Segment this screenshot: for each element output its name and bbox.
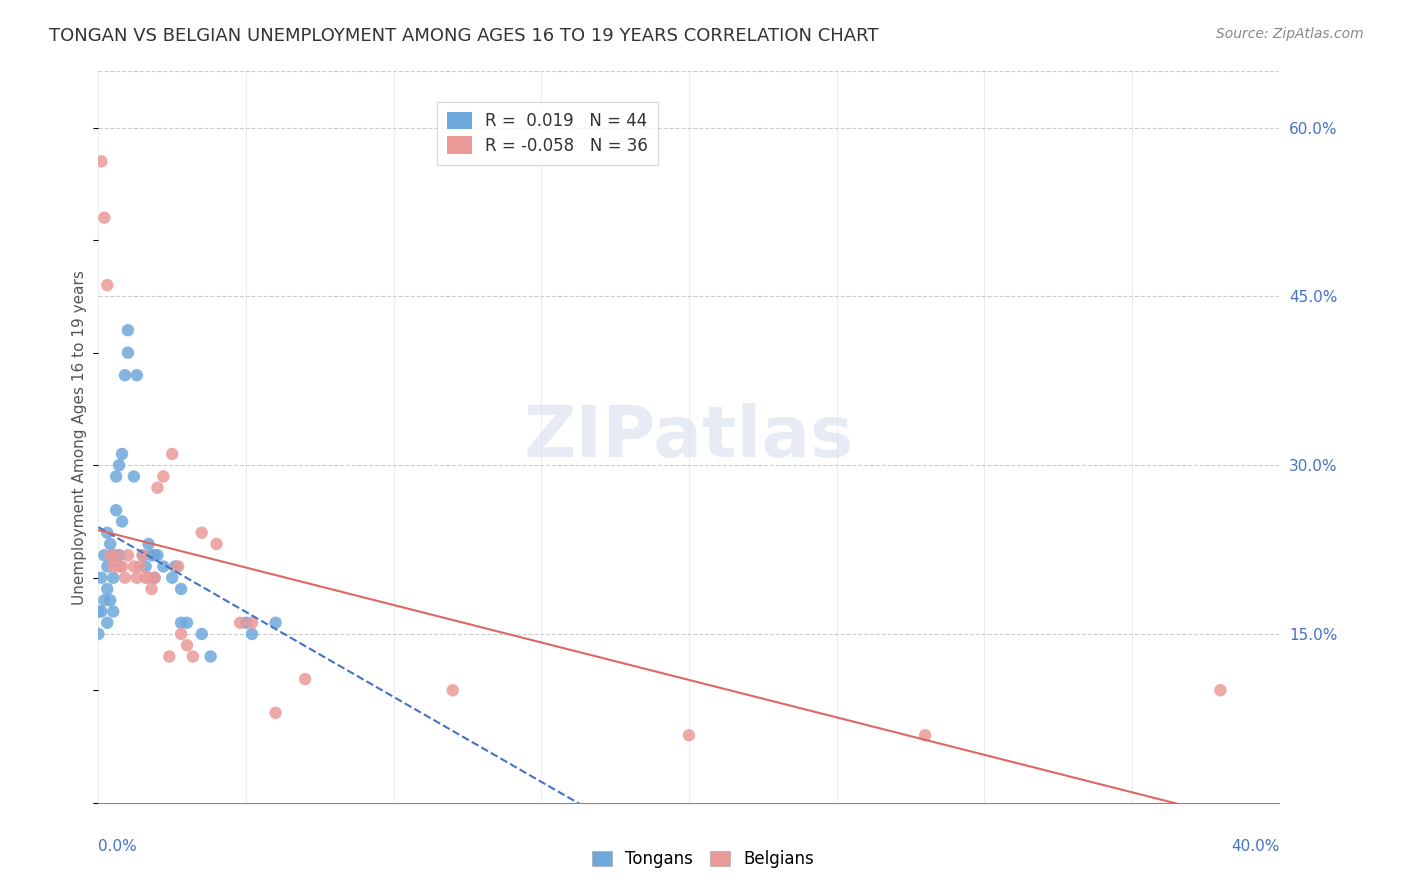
Point <box>108 548 131 562</box>
Text: 0.0%: 0.0% <box>98 839 138 855</box>
Point <box>235 615 257 630</box>
Point <box>122 469 145 483</box>
Text: 40.0%: 40.0% <box>1232 839 1279 855</box>
Point <box>125 368 148 383</box>
Point <box>240 615 263 630</box>
Point <box>93 548 115 562</box>
Point <box>165 559 187 574</box>
Point <box>96 559 118 574</box>
Point <box>264 615 287 630</box>
Point <box>111 515 134 529</box>
Point <box>1209 683 1232 698</box>
Point <box>170 582 193 596</box>
Y-axis label: Unemployment Among Ages 16 to 19 years: Unemployment Among Ages 16 to 19 years <box>72 269 87 605</box>
Point <box>114 368 136 383</box>
Point <box>87 605 110 619</box>
Point <box>200 649 222 664</box>
Point <box>162 447 183 461</box>
Point <box>181 649 204 664</box>
Point <box>205 537 228 551</box>
Point <box>167 559 190 574</box>
Point <box>90 154 112 169</box>
Point <box>105 503 128 517</box>
Point <box>157 649 180 664</box>
Point <box>128 559 150 574</box>
Point <box>96 278 118 293</box>
Point <box>141 548 163 562</box>
Point <box>141 582 163 596</box>
Point <box>135 571 157 585</box>
Point <box>294 672 316 686</box>
Point <box>143 548 166 562</box>
Point <box>678 728 700 742</box>
Point <box>143 571 166 585</box>
Point <box>105 548 128 562</box>
Point <box>914 728 936 742</box>
Point <box>98 593 121 607</box>
Point <box>441 683 464 698</box>
Point <box>170 615 193 630</box>
Text: TONGAN VS BELGIAN UNEMPLOYMENT AMONG AGES 16 TO 19 YEARS CORRELATION CHART: TONGAN VS BELGIAN UNEMPLOYMENT AMONG AGE… <box>49 27 879 45</box>
Point <box>103 571 125 585</box>
Point <box>96 582 118 596</box>
Point <box>152 559 174 574</box>
Point <box>146 548 169 562</box>
Point <box>108 458 131 473</box>
Point <box>114 571 136 585</box>
Point <box>117 548 139 562</box>
Point <box>103 548 125 562</box>
Point <box>122 559 145 574</box>
Point <box>96 615 118 630</box>
Point <box>162 571 183 585</box>
Point <box>125 571 148 585</box>
Legend: Tongans, Belgians: Tongans, Belgians <box>585 844 821 875</box>
Point <box>90 571 112 585</box>
Point <box>93 593 115 607</box>
Point <box>96 525 118 540</box>
Point <box>229 615 252 630</box>
Point <box>191 525 214 540</box>
Point <box>146 481 169 495</box>
Point <box>132 548 155 562</box>
Text: ZIPatlas: ZIPatlas <box>524 402 853 472</box>
Point <box>90 605 112 619</box>
Point <box>103 605 125 619</box>
Point <box>117 323 139 337</box>
Point <box>93 211 115 225</box>
Point <box>87 627 110 641</box>
Point <box>98 548 121 562</box>
Point <box>103 559 125 574</box>
Point <box>105 469 128 483</box>
Point <box>143 571 166 585</box>
Point <box>176 615 198 630</box>
Point <box>170 627 193 641</box>
Point <box>152 469 174 483</box>
Point <box>98 537 121 551</box>
Point <box>176 638 198 652</box>
Legend: R =  0.019   N = 44, R = -0.058   N = 36: R = 0.019 N = 44, R = -0.058 N = 36 <box>437 102 658 165</box>
Point <box>111 559 134 574</box>
Point <box>108 559 131 574</box>
Point <box>264 706 287 720</box>
Point <box>138 537 160 551</box>
Point <box>135 559 157 574</box>
Point <box>132 548 155 562</box>
Text: Source: ZipAtlas.com: Source: ZipAtlas.com <box>1216 27 1364 41</box>
Point <box>191 627 214 641</box>
Point <box>240 627 263 641</box>
Point <box>111 447 134 461</box>
Point <box>117 345 139 359</box>
Point <box>138 571 160 585</box>
